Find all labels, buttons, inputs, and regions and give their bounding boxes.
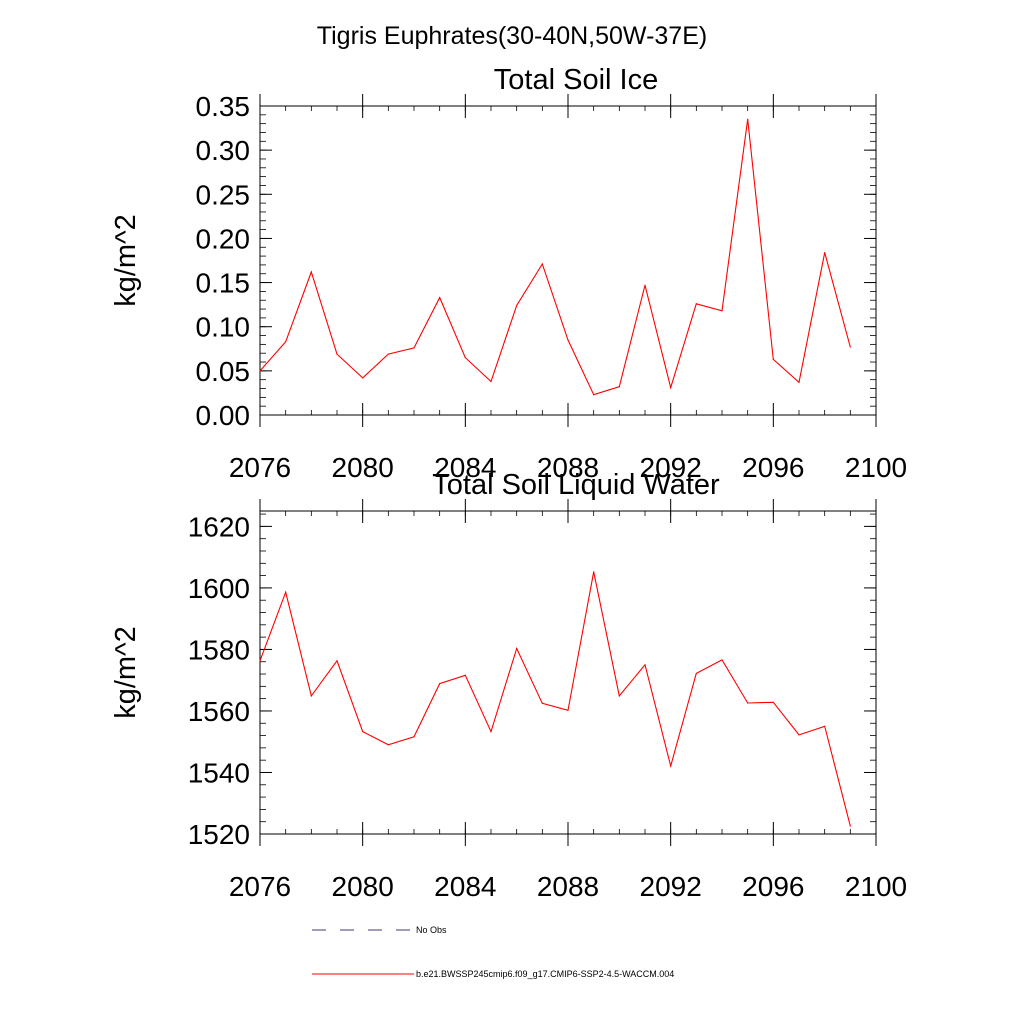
y-axis-label: kg/m^2 bbox=[110, 214, 142, 307]
data-point bbox=[490, 730, 492, 733]
y-tick-label: 0.15 bbox=[196, 268, 251, 299]
data-point bbox=[516, 304, 518, 307]
x-tick-label: 2088 bbox=[537, 452, 599, 483]
data-point bbox=[618, 695, 620, 697]
x-tick-label: 2080 bbox=[332, 452, 394, 483]
x-tick-label: 2076 bbox=[229, 871, 291, 902]
data-point bbox=[259, 370, 261, 372]
data-point bbox=[695, 672, 697, 675]
data-point bbox=[670, 387, 672, 389]
data-point bbox=[413, 347, 415, 349]
data-point bbox=[310, 695, 312, 697]
data-point bbox=[464, 674, 466, 676]
data-point bbox=[849, 346, 851, 348]
data-point bbox=[772, 358, 774, 360]
data-point bbox=[824, 251, 826, 254]
data-point bbox=[644, 664, 646, 666]
x-tick-label: 2100 bbox=[845, 452, 907, 483]
data-point bbox=[464, 357, 466, 359]
data-point bbox=[541, 263, 543, 265]
x-tick-label: 2100 bbox=[845, 871, 907, 902]
y-tick-label: 0.35 bbox=[196, 91, 251, 122]
data-point bbox=[824, 725, 826, 727]
x-tick-label: 2080 bbox=[332, 871, 394, 902]
legend-label-model: b.e21.BWSSP245cmip6.f09_g17.CMIP6-SSP2-4… bbox=[416, 969, 674, 979]
panel-title: Total Soil Liquid Water bbox=[432, 469, 720, 501]
x-tick-label: 2092 bbox=[640, 871, 702, 902]
x-tick-label: 2096 bbox=[742, 871, 804, 902]
x-tick-label: 2092 bbox=[640, 452, 702, 483]
y-tick-label: 1520 bbox=[188, 819, 250, 850]
data-point bbox=[259, 660, 261, 662]
x-tick-label: 2084 bbox=[434, 871, 496, 902]
data-point bbox=[567, 339, 569, 341]
data-point bbox=[362, 377, 364, 379]
y-tick-label: 0.05 bbox=[196, 356, 251, 387]
data-point bbox=[798, 734, 800, 736]
figure-suptitle: Tigris Euphrates(30-40N,50W-37E) bbox=[317, 22, 707, 50]
panel-total-soil-ice: 0.00 0.05 0.10 0.15 0.20 0.25 0.30 0.35 2076 2080… bbox=[110, 64, 907, 483]
data-point bbox=[490, 380, 492, 383]
y-tick-label: 0.00 bbox=[196, 400, 251, 431]
data-point bbox=[849, 825, 851, 827]
y-tick-label: 0.30 bbox=[196, 135, 251, 166]
data-point bbox=[439, 682, 441, 685]
x-tick-label: 2096 bbox=[742, 452, 804, 483]
data-point bbox=[285, 591, 287, 593]
y-tick-label: 1620 bbox=[188, 511, 250, 542]
x-tick-label: 2084 bbox=[434, 452, 496, 483]
data-point bbox=[644, 284, 646, 286]
data-point bbox=[516, 647, 518, 650]
y-tick-label: 0.20 bbox=[196, 223, 251, 254]
series-line bbox=[259, 571, 851, 827]
y-tick-label: 1560 bbox=[188, 696, 250, 727]
data-point bbox=[618, 386, 620, 388]
data-point bbox=[285, 341, 287, 343]
data-point bbox=[387, 744, 389, 746]
data-point bbox=[310, 271, 312, 273]
y-tick-label: 1600 bbox=[188, 573, 250, 604]
data-point bbox=[747, 702, 749, 704]
data-point bbox=[798, 381, 800, 383]
panel-total-soil-liquid-water: 1520 1540 1560 1580 1600 1620 2076 2080 2084 2088… bbox=[110, 469, 907, 902]
legend-label-no-obs: No Obs bbox=[416, 925, 447, 935]
data-point bbox=[439, 296, 441, 299]
x-tick-label: 2076 bbox=[229, 452, 291, 483]
data-point bbox=[567, 709, 569, 711]
data-point bbox=[747, 118, 749, 120]
series-line bbox=[259, 119, 851, 396]
legend: No Obs b.e21.BWSSP245cmip6.f09_g17.CMIP6… bbox=[312, 925, 674, 979]
data-point bbox=[387, 353, 389, 355]
y-tick-label: 1540 bbox=[188, 757, 250, 788]
data-point bbox=[695, 303, 697, 305]
y-tick-label: 0.25 bbox=[196, 179, 251, 210]
data-point bbox=[772, 701, 774, 703]
data-point bbox=[336, 353, 338, 355]
data-point bbox=[670, 765, 672, 767]
x-tick-label: 2088 bbox=[537, 871, 599, 902]
data-point bbox=[593, 571, 595, 573]
data-point bbox=[721, 659, 723, 661]
data-point bbox=[593, 394, 595, 396]
data-point bbox=[721, 310, 723, 312]
panel-title: Total Soil Ice bbox=[494, 64, 658, 96]
data-point bbox=[541, 702, 543, 704]
data-point bbox=[336, 660, 338, 662]
y-tick-label: 0.10 bbox=[196, 312, 251, 343]
data-point bbox=[413, 736, 415, 738]
y-tick-label: 1580 bbox=[188, 634, 250, 665]
data-point bbox=[362, 730, 364, 733]
y-axis-label: kg/m^2 bbox=[110, 626, 142, 719]
